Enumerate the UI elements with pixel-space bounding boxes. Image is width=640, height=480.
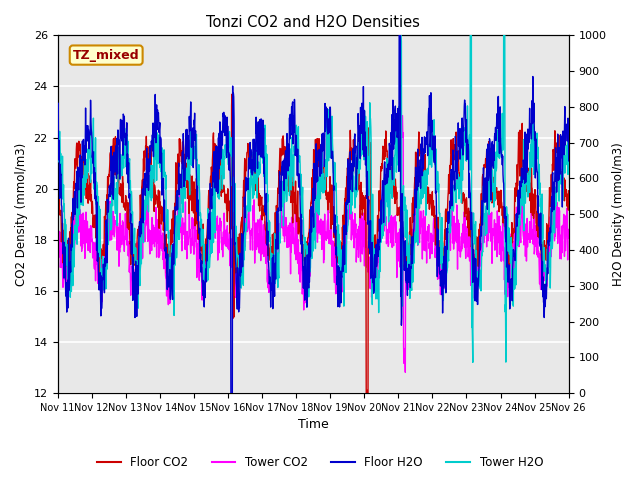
Y-axis label: H2O Density (mmol/m3): H2O Density (mmol/m3) — [612, 143, 625, 286]
Y-axis label: CO2 Density (mmol/m3): CO2 Density (mmol/m3) — [15, 143, 28, 286]
Legend: Floor CO2, Tower CO2, Floor H2O, Tower H2O: Floor CO2, Tower CO2, Floor H2O, Tower H… — [92, 452, 548, 474]
X-axis label: Time: Time — [298, 419, 328, 432]
Title: Tonzi CO2 and H2O Densities: Tonzi CO2 and H2O Densities — [206, 15, 420, 30]
Text: TZ_mixed: TZ_mixed — [73, 48, 140, 61]
